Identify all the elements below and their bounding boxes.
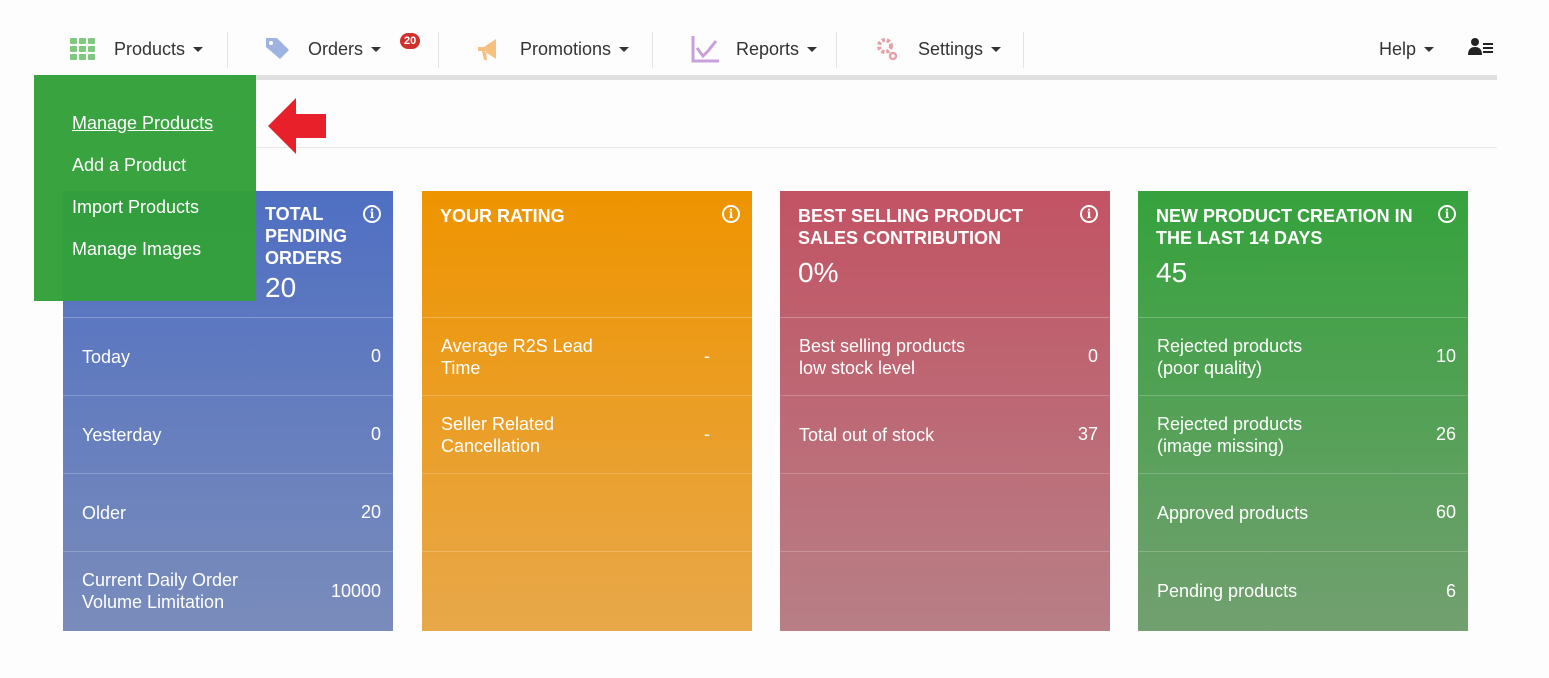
nav-help-label: Help	[1379, 38, 1417, 59]
row-value: -	[704, 346, 710, 366]
menu-item-manage-images[interactable]: Manage Images	[72, 239, 202, 259]
card-title: NEW PRODUCT CREATION IN THE LAST 14 DAYS	[1156, 206, 1413, 248]
card-value: 20	[265, 272, 297, 303]
card-title: YOUR RATING	[440, 206, 565, 226]
divider	[1023, 32, 1024, 68]
card-row: Today 0	[63, 318, 393, 396]
chevron-down-icon	[193, 46, 204, 52]
row-value: 6	[1445, 580, 1456, 601]
row-value: 26	[1435, 424, 1456, 444]
row-value: 20	[360, 502, 381, 522]
card-row: Total out of stock 37	[780, 396, 1110, 474]
row-value: 10000	[330, 580, 381, 601]
chevron-down-icon	[807, 46, 818, 52]
card-row	[422, 552, 752, 630]
tag-icon	[262, 34, 292, 64]
card-row	[780, 552, 1110, 630]
card-row: Older 20	[63, 474, 393, 552]
card-header: TOTAL PENDING ORDERS 20 i	[63, 191, 393, 318]
nav-promotions[interactable]: Promotions	[474, 22, 630, 76]
chevron-down-icon	[1424, 46, 1435, 52]
info-icon[interactable]: i	[1438, 205, 1456, 223]
card-best-selling-contribution: BEST SELLING PRODUCT SALES CONTRIBUTION …	[780, 191, 1110, 631]
card-header: NEW PRODUCT CREATION IN THE LAST 14 DAYS…	[1138, 191, 1468, 318]
info-icon[interactable]: i	[363, 205, 381, 223]
chart-icon	[690, 34, 720, 64]
divider	[652, 32, 653, 68]
card-title: BEST SELLING PRODUCT SALES CONTRIBUTION	[798, 206, 1024, 248]
row-value: 0	[370, 346, 381, 366]
nav-products-label: Products	[114, 38, 186, 59]
card-row: Rejected products (poor quality) 10	[1138, 318, 1468, 396]
row-value: 37	[1077, 424, 1098, 444]
menu-item-manage-products[interactable]: Manage Products	[72, 113, 214, 133]
row-label: Seller Related Cancellation	[441, 413, 555, 456]
menu-item-import-products[interactable]: Import Products	[72, 197, 200, 217]
card-row: Pending products 6	[1138, 552, 1468, 630]
card-row: Approved products 60	[1138, 474, 1468, 552]
card-row	[422, 474, 752, 552]
chevron-down-icon	[371, 46, 382, 52]
card-header: YOUR RATING i	[422, 191, 752, 318]
row-label: Total out of stock	[799, 424, 935, 445]
row-label: Older	[82, 502, 127, 523]
card-header: BEST SELLING PRODUCT SALES CONTRIBUTION …	[780, 191, 1110, 318]
nav-underline	[228, 75, 1497, 80]
card-row: Yesterday 0	[63, 396, 393, 474]
red-arrow-annotation-icon	[268, 98, 326, 154]
card-row	[780, 474, 1110, 552]
user-menu[interactable]	[1468, 22, 1494, 76]
grid-icon	[68, 34, 98, 64]
products-dropdown-menu: Manage Products Add a Product Import Pro…	[34, 75, 256, 301]
row-label: Average R2S Lead Time	[441, 335, 593, 378]
card-your-rating: YOUR RATING i Average R2S Lead Time - Sell…	[422, 191, 752, 631]
card-title: TOTAL PENDING ORDERS	[265, 204, 348, 268]
row-label: Pending products	[1157, 581, 1298, 601]
card-value: 45	[1156, 257, 1188, 288]
row-label: Today	[82, 346, 131, 367]
nav-settings-label: Settings	[918, 38, 984, 59]
nav-reports[interactable]: Reports	[690, 22, 818, 76]
row-value: -	[704, 424, 710, 444]
row-value: 0	[1087, 346, 1098, 366]
card-value: 0%	[798, 257, 839, 288]
row-label: Approved products	[1157, 502, 1309, 523]
row-value: 0	[370, 424, 381, 444]
divider	[256, 147, 1497, 148]
orders-count-badge: 20	[400, 33, 421, 49]
user-list-icon	[1468, 37, 1494, 62]
card-row: Seller Related Cancellation -	[422, 396, 752, 474]
chevron-down-icon	[619, 46, 630, 52]
nav-help[interactable]: Help	[1379, 22, 1435, 76]
card-row: Best selling products low stock level 0	[780, 318, 1110, 396]
row-label: Rejected products (poor quality)	[1157, 335, 1303, 378]
nav-products[interactable]: Products	[68, 22, 204, 76]
row-label: Rejected products (image missing)	[1157, 413, 1303, 456]
nav-orders-label: Orders	[308, 38, 364, 59]
nav-promotions-label: Promotions	[520, 38, 612, 59]
row-value: 10	[1435, 346, 1456, 366]
megaphone-icon	[474, 34, 504, 64]
card-row: Current Daily Order Volume Limitation 100…	[63, 552, 393, 630]
row-label: Current Daily Order Volume Limitation	[82, 570, 239, 612]
nav-orders[interactable]: Orders	[262, 22, 382, 76]
gear-icon	[872, 34, 902, 64]
card-new-product-creation: NEW PRODUCT CREATION IN THE LAST 14 DAYS…	[1138, 191, 1468, 631]
row-label: Best selling products low stock level	[799, 335, 966, 378]
divider	[438, 32, 439, 68]
top-nav: Products Orders 20 Promotions Reports Se…	[0, 22, 1549, 76]
menu-item-add-product[interactable]: Add a Product	[72, 155, 187, 175]
chevron-down-icon	[991, 46, 1002, 52]
row-label: Yesterday	[82, 424, 162, 445]
nav-reports-label: Reports	[736, 38, 800, 59]
info-icon[interactable]: i	[1080, 205, 1098, 223]
divider	[227, 32, 228, 68]
nav-settings[interactable]: Settings	[872, 22, 1002, 76]
row-value: 60	[1435, 502, 1456, 522]
info-icon[interactable]: i	[722, 205, 740, 223]
card-row: Average R2S Lead Time -	[422, 318, 752, 396]
divider	[836, 32, 837, 68]
card-row: Rejected products (image missing) 26	[1138, 396, 1468, 474]
